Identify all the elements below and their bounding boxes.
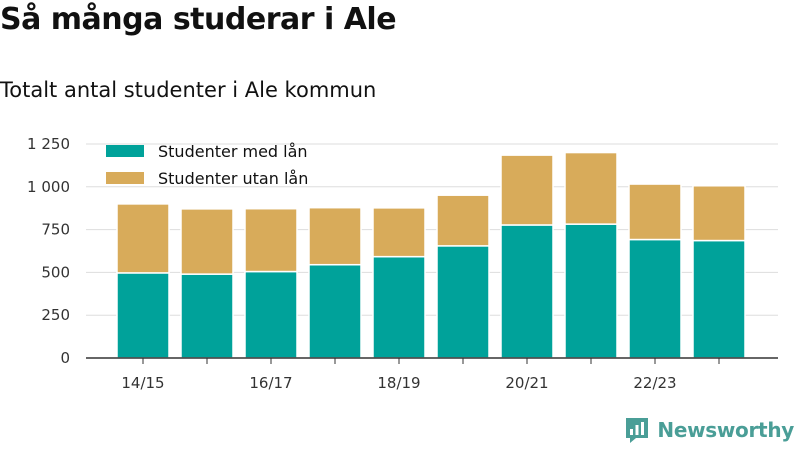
legend-label: Studenter med lån [158, 142, 308, 161]
brand-name: Newsworthy [657, 418, 794, 442]
bar-without-loan [500, 154, 554, 226]
chart-subtitle: Totalt antal studenter i Ale kommun [0, 78, 377, 102]
bar-without-loan [116, 203, 170, 274]
bar-with-loan [372, 255, 426, 359]
bar-with-loan [628, 238, 682, 359]
y-tick-label: 250 [41, 306, 70, 324]
x-tick-label: 20/21 [505, 374, 548, 392]
newsworthy-brand: Newsworthy [624, 416, 794, 444]
bar-without-loan [436, 194, 490, 247]
chart-title: Så många studerar i Ale [0, 2, 397, 37]
bar-with-loan [564, 223, 618, 359]
bar-without-loan [244, 207, 298, 273]
bar-with-loan [692, 239, 746, 359]
bar-without-loan [308, 206, 362, 266]
bar-with-loan [436, 245, 490, 359]
y-tick-label: 750 [41, 221, 70, 239]
y-tick-label: 500 [41, 263, 70, 281]
y-tick-label: 1 000 [27, 178, 70, 196]
y-tick-label: 0 [60, 349, 70, 367]
bar-with-loan [500, 224, 554, 359]
bar-without-loan [628, 183, 682, 241]
bar-with-loan [116, 272, 170, 359]
y-tick-label: 1 250 [27, 135, 70, 153]
legend-swatch [106, 172, 144, 184]
bar-with-loan [308, 263, 362, 359]
x-tick-label: 14/15 [121, 374, 164, 392]
bar-without-loan [372, 207, 426, 258]
newsworthy-logo-icon [626, 418, 649, 443]
bar-with-loan [244, 270, 298, 359]
bar-with-loan [180, 273, 234, 359]
bar-without-loan [564, 151, 618, 225]
legend: Studenter med lån Studenter utan lån [106, 142, 308, 188]
bars [116, 151, 746, 359]
x-tick-label: 16/17 [249, 374, 292, 392]
axes: 0 250 500 750 1 000 1 250 14/15 16/17 18/19 20/21… [27, 135, 778, 392]
bar-without-loan [180, 208, 234, 275]
x-tick-label: 18/19 [377, 374, 420, 392]
legend-label: Studenter utan lån [158, 169, 308, 188]
bar-without-loan [692, 185, 746, 242]
x-tick-label: 22/23 [633, 374, 676, 392]
legend-swatch [106, 145, 144, 157]
